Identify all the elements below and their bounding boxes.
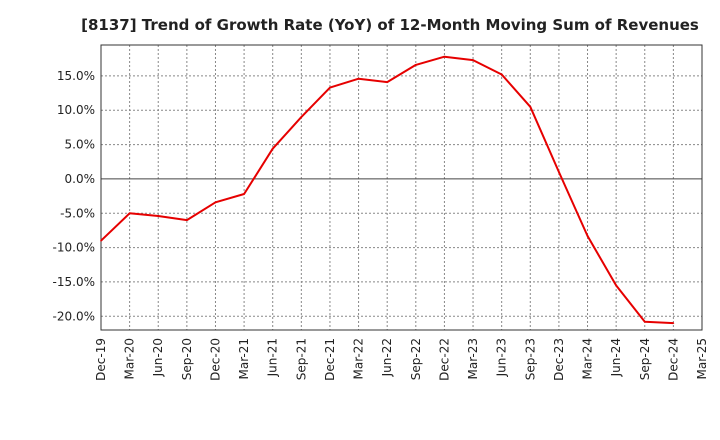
y-tick-labels: 15.0% 10.0% 5.0% 0.0% -5.0% -10.0% -15.0% -20.0… xyxy=(53,69,95,323)
x-tick-label: Sep-20 xyxy=(180,338,194,380)
data-point xyxy=(586,235,589,237)
y-tick-label: 10.0% xyxy=(57,103,95,117)
series-layer xyxy=(100,55,675,325)
x-tick-label: Mar-22 xyxy=(352,338,366,379)
y-tick-label: -5.0% xyxy=(60,206,95,220)
data-point xyxy=(300,116,303,118)
data-point xyxy=(529,106,532,108)
x-tick-label: Sep-21 xyxy=(294,338,308,380)
data-point xyxy=(186,219,188,221)
axes xyxy=(100,44,703,331)
data-point xyxy=(214,201,217,204)
chart-title: [8137] Trend of Growth Rate (YoY) of 12-… xyxy=(81,16,699,34)
x-tick-label: Mar-23 xyxy=(466,338,480,379)
data-point xyxy=(415,64,417,66)
y-tick-label: 5.0% xyxy=(65,138,96,152)
x-tick-label: Dec-24 xyxy=(666,338,680,381)
x-tick-label: Dec-22 xyxy=(437,338,451,381)
data-point xyxy=(615,284,617,287)
x-tick-label: Jun-20 xyxy=(151,338,165,377)
data-point xyxy=(157,215,160,217)
y-tick-label: 15.0% xyxy=(57,69,95,83)
y-tick-label: -15.0% xyxy=(53,275,95,289)
data-point xyxy=(500,73,503,76)
x-tick-label: Jun-23 xyxy=(495,338,509,377)
x-tick-label: Dec-23 xyxy=(552,338,566,381)
data-point xyxy=(443,55,446,58)
data-point xyxy=(558,171,560,173)
x-tick-label: Mar-20 xyxy=(123,338,137,379)
data-point xyxy=(386,81,388,83)
x-tick-label: Dec-19 xyxy=(94,338,108,381)
x-tick-label: Mar-21 xyxy=(237,338,251,379)
x-tick-label: Sep-23 xyxy=(523,338,537,380)
data-point xyxy=(472,59,474,61)
data-point xyxy=(100,239,102,242)
data-point xyxy=(243,193,245,195)
y-tick-label: -10.0% xyxy=(53,241,95,255)
x-tick-label: Jun-24 xyxy=(609,338,623,377)
x-tick-labels: Dec-19 Mar-20 Jun-20 Sep-20 Dec-20 Mar-21 Jun-… xyxy=(94,338,709,381)
data-point xyxy=(643,320,646,323)
x-tick-label: Dec-20 xyxy=(208,338,222,381)
x-tick-label: Jun-22 xyxy=(380,338,394,377)
x-tick-label: Jun-21 xyxy=(266,338,280,377)
plot-frame xyxy=(100,44,703,331)
data-point xyxy=(357,77,360,80)
x-tick-label: Mar-25 xyxy=(695,338,709,379)
y-tick-label: -20.0% xyxy=(53,309,95,323)
y-tick-label: 0.0% xyxy=(65,172,96,186)
data-point xyxy=(329,86,331,89)
x-tick-label: Dec-21 xyxy=(323,338,337,381)
data-point xyxy=(271,147,274,150)
data-point xyxy=(128,212,131,215)
grid-lines xyxy=(100,45,703,330)
data-point xyxy=(672,322,675,324)
x-tick-label: Sep-22 xyxy=(409,338,423,380)
x-tick-label: Mar-24 xyxy=(581,338,595,379)
x-tick-label: Sep-24 xyxy=(638,338,652,380)
